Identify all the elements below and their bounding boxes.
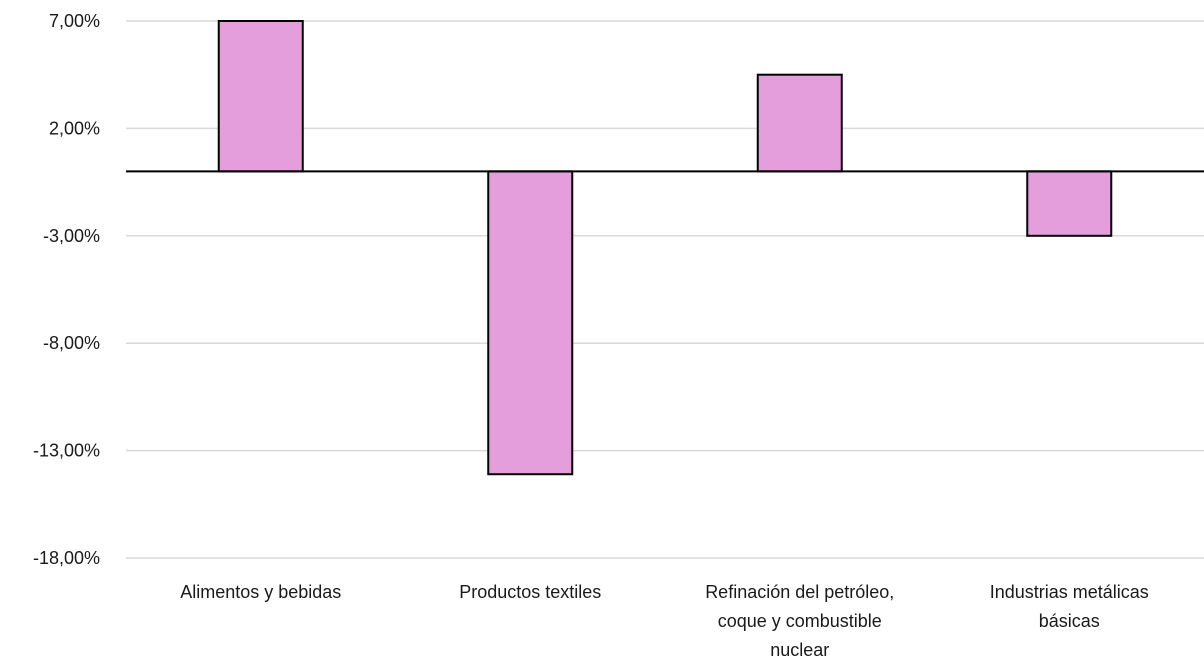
bar: [217, 20, 304, 173]
y-tick-label: -3,00%: [43, 226, 100, 246]
y-axis-tick-labels: 7,00% 2,00% -3,00% -8,00% -13,00% -18,00%: [33, 11, 100, 568]
x-axis-category-labels: Alimentos y bebidas Productos textiles Ref…: [180, 582, 1149, 660]
bar: [756, 73, 843, 173]
x-category-label: Refinación del petróleo,: [705, 582, 894, 602]
x-category-label: Industrias metálicas: [990, 582, 1149, 602]
bar: [487, 170, 574, 476]
y-tick-label: -8,00%: [43, 333, 100, 353]
y-tick-label: -18,00%: [33, 548, 100, 568]
x-category-label: básicas: [1039, 611, 1100, 631]
x-category-label: Productos textiles: [459, 582, 601, 602]
x-category-label: coque y combustible: [718, 611, 882, 631]
bar: [1026, 170, 1113, 237]
x-category-label: nuclear: [770, 640, 829, 660]
gridlines: [126, 20, 1204, 559]
y-tick-label: 2,00%: [49, 118, 100, 138]
y-tick-label: -13,00%: [33, 441, 100, 461]
bars: [217, 20, 1113, 476]
y-tick-label: 7,00%: [49, 11, 100, 31]
x-category-label: Alimentos y bebidas: [180, 582, 341, 602]
